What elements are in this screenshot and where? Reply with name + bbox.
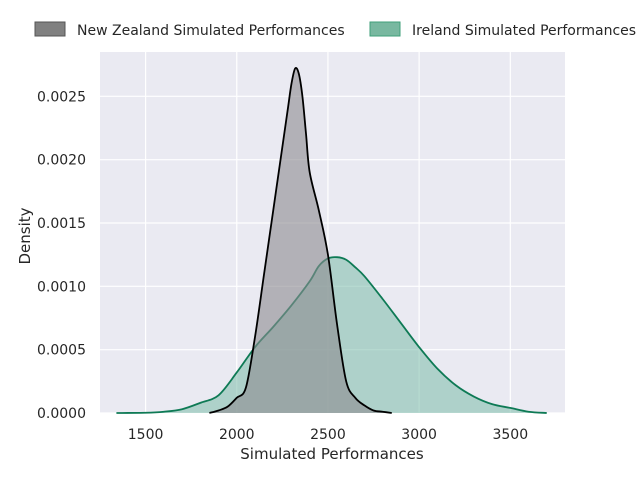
density-line-ireland: [116, 256, 547, 414]
area-fill-new-zealand: [209, 67, 392, 414]
legend-label-ireland: Ireland Simulated Performances: [412, 23, 636, 39]
x-tick-label: 3500: [492, 427, 528, 443]
x-tick-label: 1500: [128, 427, 164, 443]
grid: [100, 52, 565, 414]
x-tick-label: 2500: [310, 427, 346, 443]
legend-swatch-ireland: [369, 21, 401, 37]
x-axis-title: Simulated Performances: [240, 445, 424, 463]
x-tick-label: 3000: [401, 427, 437, 443]
y-tick-label: 0.0000: [37, 406, 86, 422]
legend-label-new-zealand: New Zealand Simulated Performances: [77, 23, 345, 39]
y-tick-label: 0.0010: [37, 279, 86, 295]
x-axis: 1500 2000 2500 3000 3500: [128, 427, 528, 443]
x-tick-label: 2000: [219, 427, 255, 443]
y-tick-label: 0.0025: [37, 89, 86, 105]
y-tick-label: 0.0020: [37, 153, 86, 169]
density-line-new-zealand: [209, 66, 392, 414]
y-axis-title: Density: [16, 207, 34, 264]
legend: New Zealand Simulated Performances Irela…: [34, 21, 636, 39]
density-areas: [116, 66, 547, 414]
legend-swatch-new-zealand: [34, 21, 66, 37]
y-tick-label: 0.0015: [37, 216, 86, 232]
y-tick-label: 0.0005: [37, 343, 86, 359]
y-axis: 0.0000 0.0005 0.0010 0.0015 0.0020 0.0025: [37, 89, 86, 422]
